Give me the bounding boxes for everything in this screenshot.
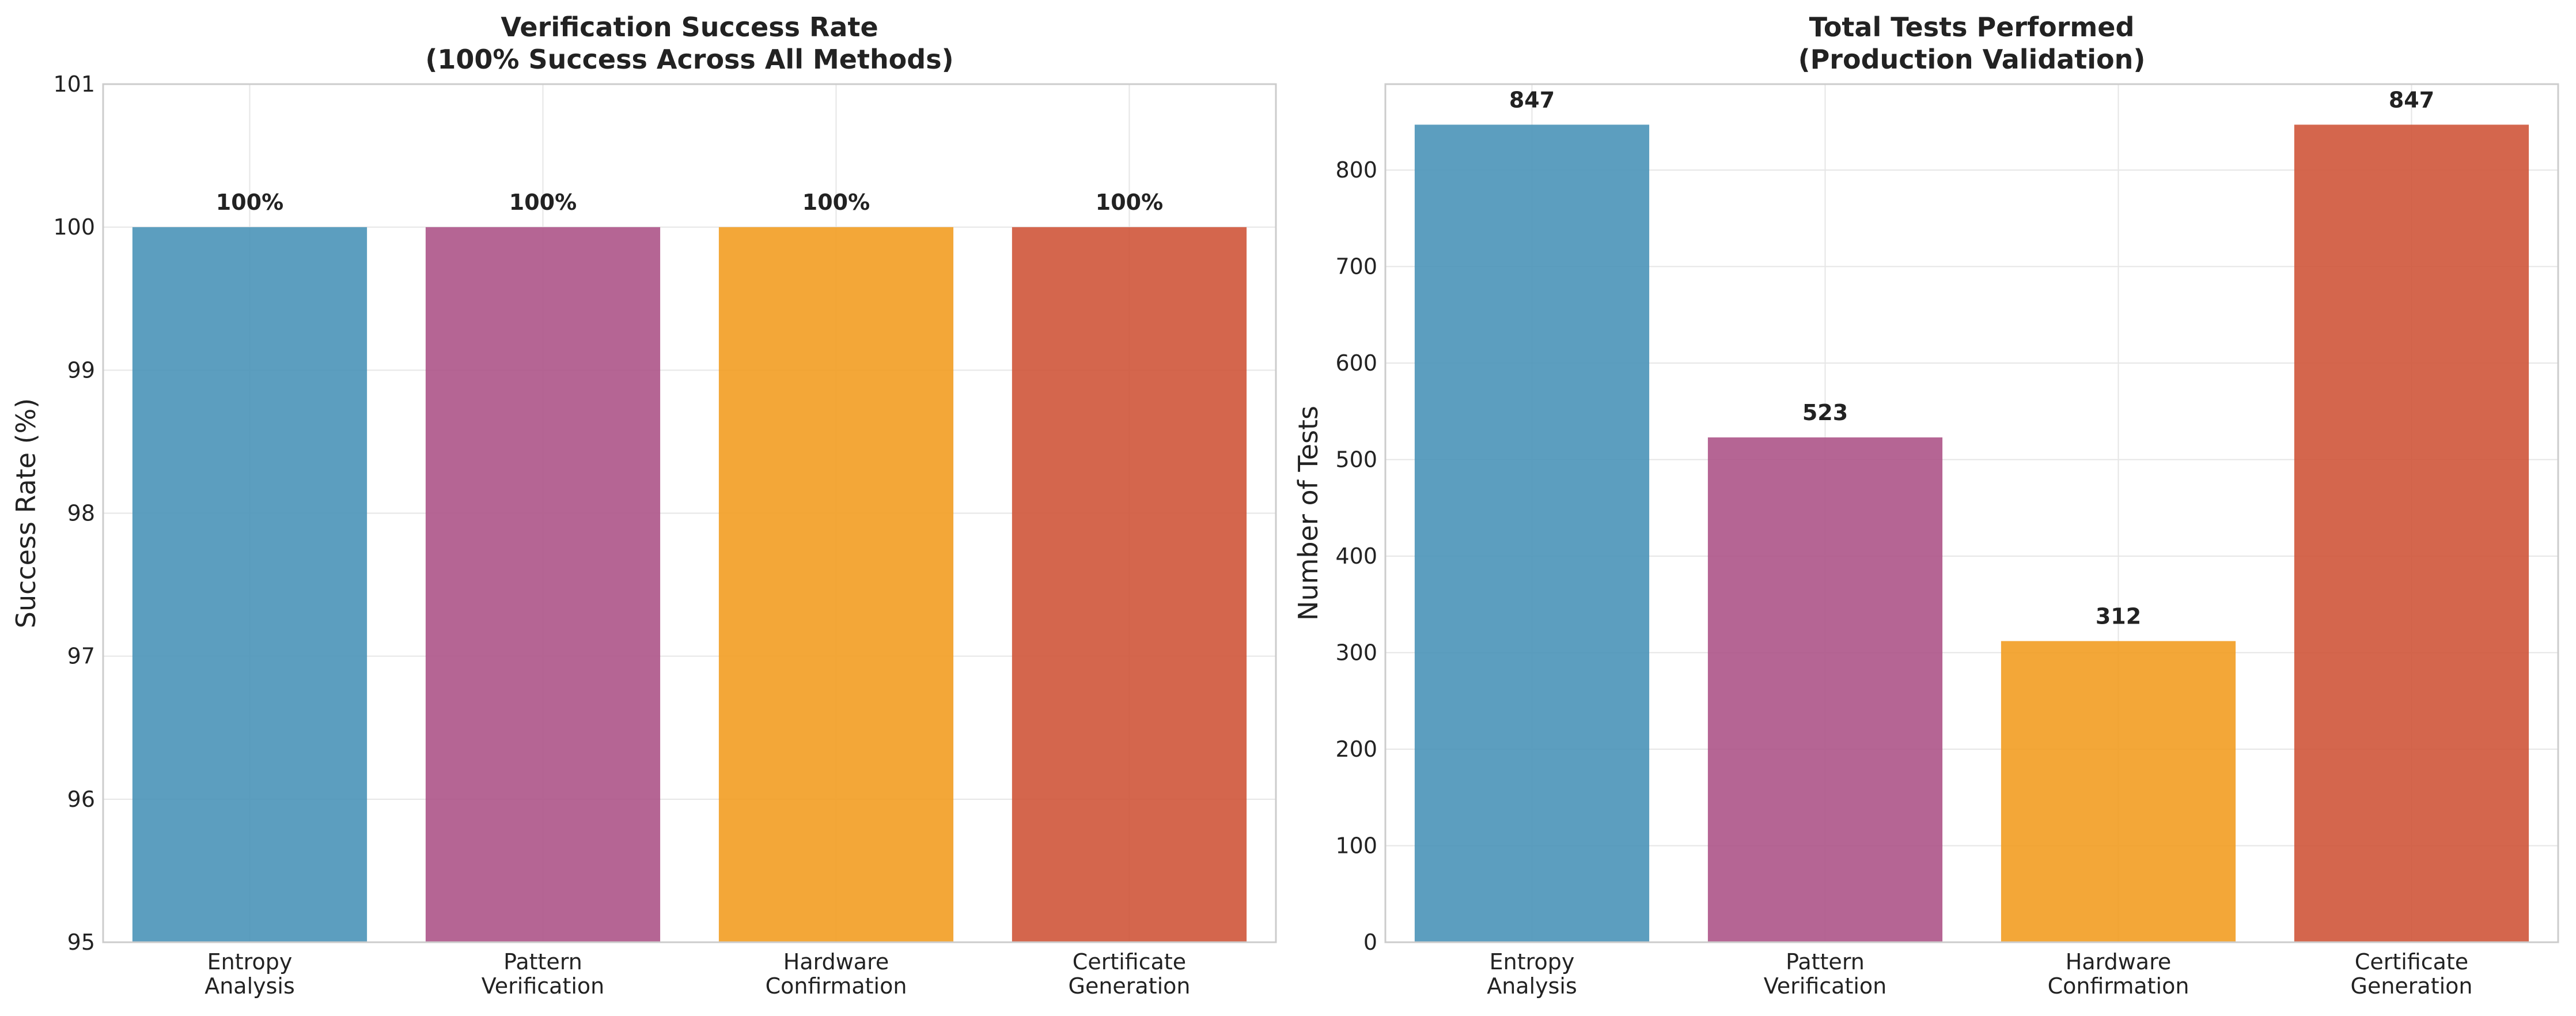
x-tick-label: Pattern Verification (482, 949, 605, 999)
x-tick-label-line: Entropy (1490, 949, 1575, 975)
x-tick-label-line: Verification (1764, 973, 1887, 999)
bar (132, 227, 368, 943)
chart-title-line: (Production Validation) (1798, 44, 2146, 75)
y-tick-label: 700 (1335, 254, 1377, 280)
chart-title-line: Total Tests Performed (1809, 12, 2135, 43)
plot-frame (102, 83, 1277, 943)
chart-title-line: Verification Success Rate (501, 12, 878, 43)
bar-value-label: 100% (216, 190, 283, 215)
x-tick-label-line: Analysis (204, 973, 295, 999)
y-tick-label: 98 (67, 501, 95, 526)
chart-title: Verification Success Rate (100% Success A… (425, 12, 953, 75)
x-tick-label-line: Generation (2351, 973, 2473, 999)
x-tick-label-line: Analysis (1487, 973, 1577, 999)
x-tick-label-line: Certificate (2355, 949, 2468, 975)
x-tick-label-line: Entropy (207, 949, 293, 975)
x-tick-label: Entropy Analysis (1487, 949, 1577, 999)
y-tick-label: 101 (53, 71, 95, 97)
y-tick-label: 100 (1335, 833, 1377, 859)
x-tick-label-line: Pattern (1786, 949, 1865, 975)
y-tick-label: 96 (67, 787, 95, 812)
x-tick-label-line: Generation (1069, 973, 1191, 999)
bar-value-label: 847 (2389, 87, 2434, 112)
y-axis-label: Number of Tests (1293, 406, 1324, 621)
x-tick-label-line: Hardware (783, 949, 889, 975)
x-tick-label-line: Confirmation (766, 973, 907, 999)
x-tick-label-line: Certificate (1073, 949, 1186, 975)
y-tick-label: 600 (1335, 350, 1377, 376)
x-tick-label: Certificate Generation (2351, 949, 2473, 999)
bar-value-label: 100% (509, 190, 577, 215)
bar (1012, 227, 1247, 943)
y-tick-label: 95 (67, 930, 95, 955)
y-tick-label: 400 (1335, 543, 1377, 569)
chart-title-line: (100% Success Across All Methods) (425, 44, 953, 75)
bar-value-label: 100% (1096, 190, 1163, 215)
x-tick-label-line: Hardware (2066, 949, 2171, 975)
bar-value-label: 523 (1802, 400, 1848, 425)
bar (1707, 437, 1943, 942)
y-tick-label: 200 (1335, 736, 1377, 762)
bar (2001, 641, 2236, 942)
x-tick-label: Pattern Verification (1764, 949, 1887, 999)
x-tick-label: Certificate Generation (1069, 949, 1191, 999)
bar (2294, 124, 2529, 943)
y-tick-label: 0 (1363, 930, 1377, 955)
bar-value-label: 847 (1509, 87, 1555, 112)
total-tests-chart: 847 523 312 847 0 100 200 300 400 500 600 700 800 Ent… (1293, 12, 2559, 999)
y-tick-label: 100 (53, 214, 95, 240)
y-tick-label: 97 (67, 644, 95, 669)
success-rate-chart: 100% 100% 100% 100% 95 96 97 98 99 100 101 Entropy A… (10, 12, 1277, 999)
y-tick-label: 500 (1335, 447, 1377, 473)
chart-title: Total Tests Performed (Production Validat… (1798, 12, 2146, 75)
x-tick-label: Entropy Analysis (204, 949, 295, 999)
x-tick-label-line: Pattern (503, 949, 582, 975)
y-axis-label: Success Rate (%) (10, 398, 41, 629)
x-tick-label: Hardware Confirmation (2048, 949, 2189, 999)
x-tick-label-line: Confirmation (2048, 973, 2189, 999)
bar (425, 227, 661, 943)
bar-value-label: 100% (802, 190, 870, 215)
y-tick-label: 800 (1335, 157, 1377, 183)
x-tick-label: Hardware Confirmation (766, 949, 907, 999)
x-tick-label-line: Verification (482, 973, 605, 999)
bar (1414, 124, 1650, 943)
bar-value-label: 312 (2096, 603, 2141, 629)
plot-frame (1384, 83, 2559, 943)
bar (718, 227, 954, 943)
y-tick-label: 99 (67, 357, 95, 383)
y-tick-label: 300 (1335, 640, 1377, 666)
